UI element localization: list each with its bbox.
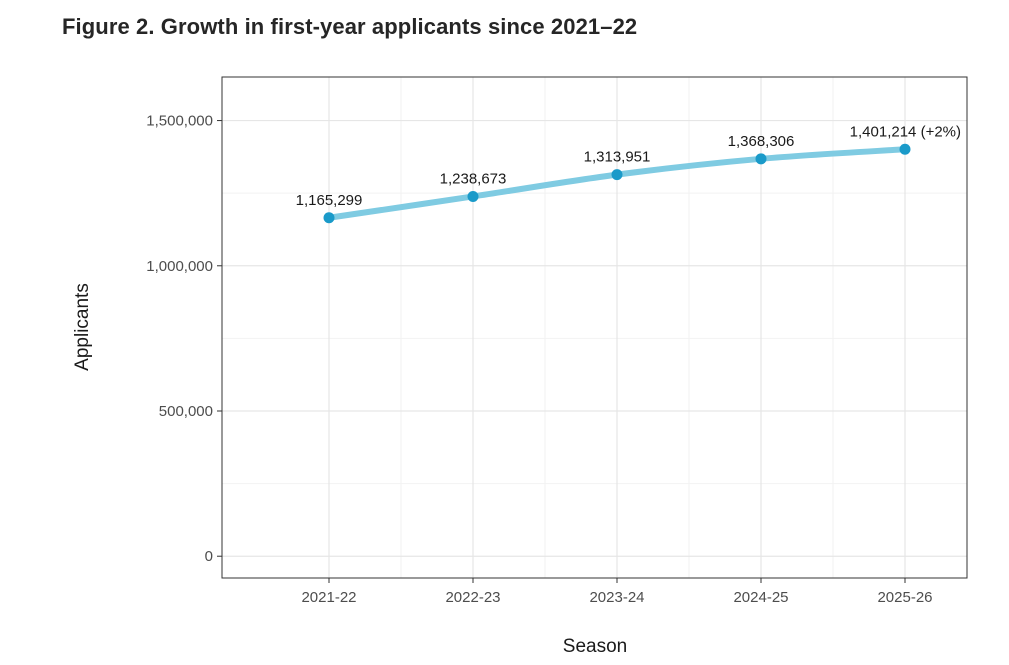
data-point	[899, 143, 911, 155]
figure-title: Figure 2. Growth in first-year applicant…	[62, 14, 638, 39]
data-point	[755, 153, 767, 165]
y-axis-title: Applicants	[72, 283, 93, 371]
y-tick-label: 1,500,000	[146, 113, 213, 130]
y-axis: 0 500,000 1,000,000 1,500,000	[146, 113, 222, 565]
data-label: 1,368,306	[728, 133, 795, 150]
data-label: 1,165,299	[296, 192, 363, 209]
data-point	[323, 212, 335, 224]
x-tick-label: 2022-23	[445, 589, 500, 606]
panel-border	[221, 76, 968, 579]
x-tick-label: 2023-24	[589, 589, 644, 606]
y-tick-label: 0	[205, 548, 213, 565]
data-point	[611, 169, 623, 181]
x-axis: 2021-22 2022-23 2023-24 2024-25 2025-26	[301, 578, 933, 606]
data-label: 1,313,951	[584, 149, 651, 166]
series-applicants	[323, 143, 911, 224]
y-tick-label: 1,000,000	[146, 258, 213, 275]
x-axis-title: Season	[563, 636, 627, 657]
data-label: 1,238,673	[440, 170, 507, 187]
data-point	[467, 190, 479, 202]
major-gridlines	[222, 77, 967, 578]
x-tick-label: 2021-22	[301, 589, 356, 606]
data-labels: 1,165,299 1,238,673 1,313,951 1,368,306 1,40…	[296, 123, 961, 209]
data-label: 1,401,214 (+2%)	[850, 123, 961, 140]
minor-gridlines	[222, 77, 967, 578]
y-tick-label: 500,000	[159, 403, 213, 420]
x-tick-label: 2024-25	[733, 589, 788, 606]
x-tick-label: 2025-26	[877, 589, 932, 606]
